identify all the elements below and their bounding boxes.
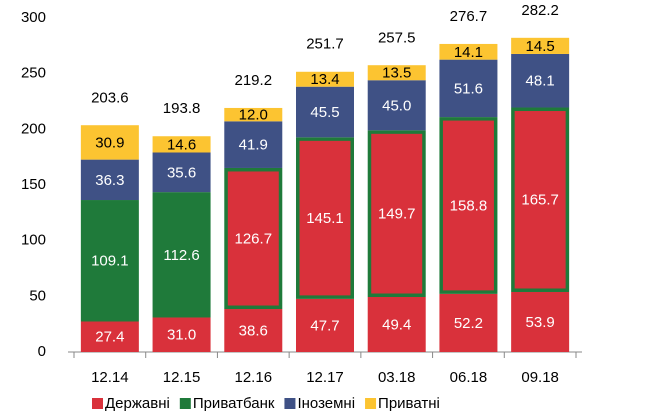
total-label: 219.2 (235, 72, 273, 89)
bar-segment (152, 136, 211, 153)
bar-segment (439, 293, 498, 352)
value-label: 51.6 (454, 80, 483, 97)
value-label: 27.4 (95, 329, 124, 346)
value-label: 49.4 (382, 316, 411, 333)
bar-segment (439, 59, 498, 118)
y-tick-label: 150 (21, 176, 46, 193)
value-label: 109.1 (91, 253, 129, 270)
bar-segment (367, 65, 426, 81)
x-tick-label: 12.17 (306, 369, 344, 386)
total-label: 251.7 (306, 36, 344, 53)
value-label: 14.1 (454, 44, 483, 61)
x-tick-label: 09.18 (521, 369, 559, 386)
bar-segment (439, 117, 498, 294)
legend-swatch (92, 398, 103, 409)
legend-swatch (284, 398, 296, 409)
legend-label: Приватні (378, 395, 440, 412)
x-tick-label: 12.16 (235, 369, 273, 386)
value-label: 13.4 (310, 71, 339, 88)
bar-segment (511, 37, 570, 54)
bar-segment (224, 121, 283, 168)
bar-segment (152, 152, 211, 193)
value-label: 12.0 (239, 107, 268, 124)
bar-segment (224, 167, 283, 310)
x-tick-label: 12.15 (163, 369, 201, 386)
y-tick-label: 250 (21, 65, 46, 82)
x-tick-label: 12.14 (91, 369, 129, 386)
value-label: 30.9 (95, 134, 124, 151)
bar-segment (511, 107, 570, 292)
value-label: 53.9 (526, 314, 555, 331)
bar-segment (80, 321, 139, 352)
bar-segment (296, 71, 354, 87)
value-label: 14.6 (167, 136, 196, 153)
bar-segment (296, 298, 354, 352)
bar-segment (152, 317, 211, 352)
value-label: 158.8 (450, 197, 488, 214)
value-label: 31.0 (167, 327, 196, 344)
value-label: 47.7 (310, 317, 339, 334)
x-tick-label: 06.18 (450, 369, 488, 386)
y-tick-label: 300 (21, 9, 46, 26)
bar-segment (367, 130, 426, 298)
bar-segment (224, 309, 283, 352)
y-tick-label: 50 (29, 287, 46, 304)
bar-segment (511, 291, 570, 352)
total-label: 203.6 (91, 89, 129, 106)
value-label: 145.1 (306, 210, 344, 227)
y-tick-label: 200 (21, 120, 46, 137)
value-label: 165.7 (521, 192, 559, 209)
bar-segment (367, 297, 426, 352)
bar-segment (152, 192, 211, 318)
bar-segment (224, 107, 283, 122)
legend-swatch (365, 398, 377, 409)
x-tick-label: 03.18 (378, 369, 416, 386)
legend-label: Приватбанк (193, 395, 275, 412)
value-label: 48.1 (526, 73, 555, 90)
value-label: 35.6 (167, 164, 196, 181)
total-label: 257.5 (378, 29, 416, 46)
value-label: 41.9 (239, 137, 268, 154)
bar-segment (296, 137, 354, 299)
value-label: 52.2 (454, 315, 483, 332)
value-label: 36.3 (95, 172, 124, 189)
legend-swatch (179, 398, 191, 409)
total-label: 282.2 (521, 2, 559, 19)
bar-segment (511, 53, 570, 108)
y-tick-label: 0 (38, 343, 46, 360)
bar-segment (439, 43, 498, 60)
value-label: 13.5 (382, 65, 411, 82)
legend-label: Державні (105, 395, 170, 412)
value-label: 45.0 (382, 97, 411, 114)
bar-segment (296, 86, 354, 138)
value-label: 45.5 (310, 104, 339, 121)
value-label: 149.7 (378, 206, 416, 223)
value-label: 126.7 (235, 230, 273, 247)
bar-segment (80, 159, 139, 201)
bar-segment (80, 125, 139, 160)
total-label: 276.7 (450, 8, 488, 25)
value-label: 14.5 (526, 38, 555, 55)
value-label: 38.6 (239, 322, 268, 339)
y-tick-label: 100 (21, 232, 46, 249)
value-label: 112.6 (163, 247, 199, 264)
bar-segment (80, 200, 139, 322)
total-label: 193.8 (163, 100, 201, 117)
bar-segment (367, 80, 426, 131)
legend-label: Іноземні (297, 395, 355, 412)
